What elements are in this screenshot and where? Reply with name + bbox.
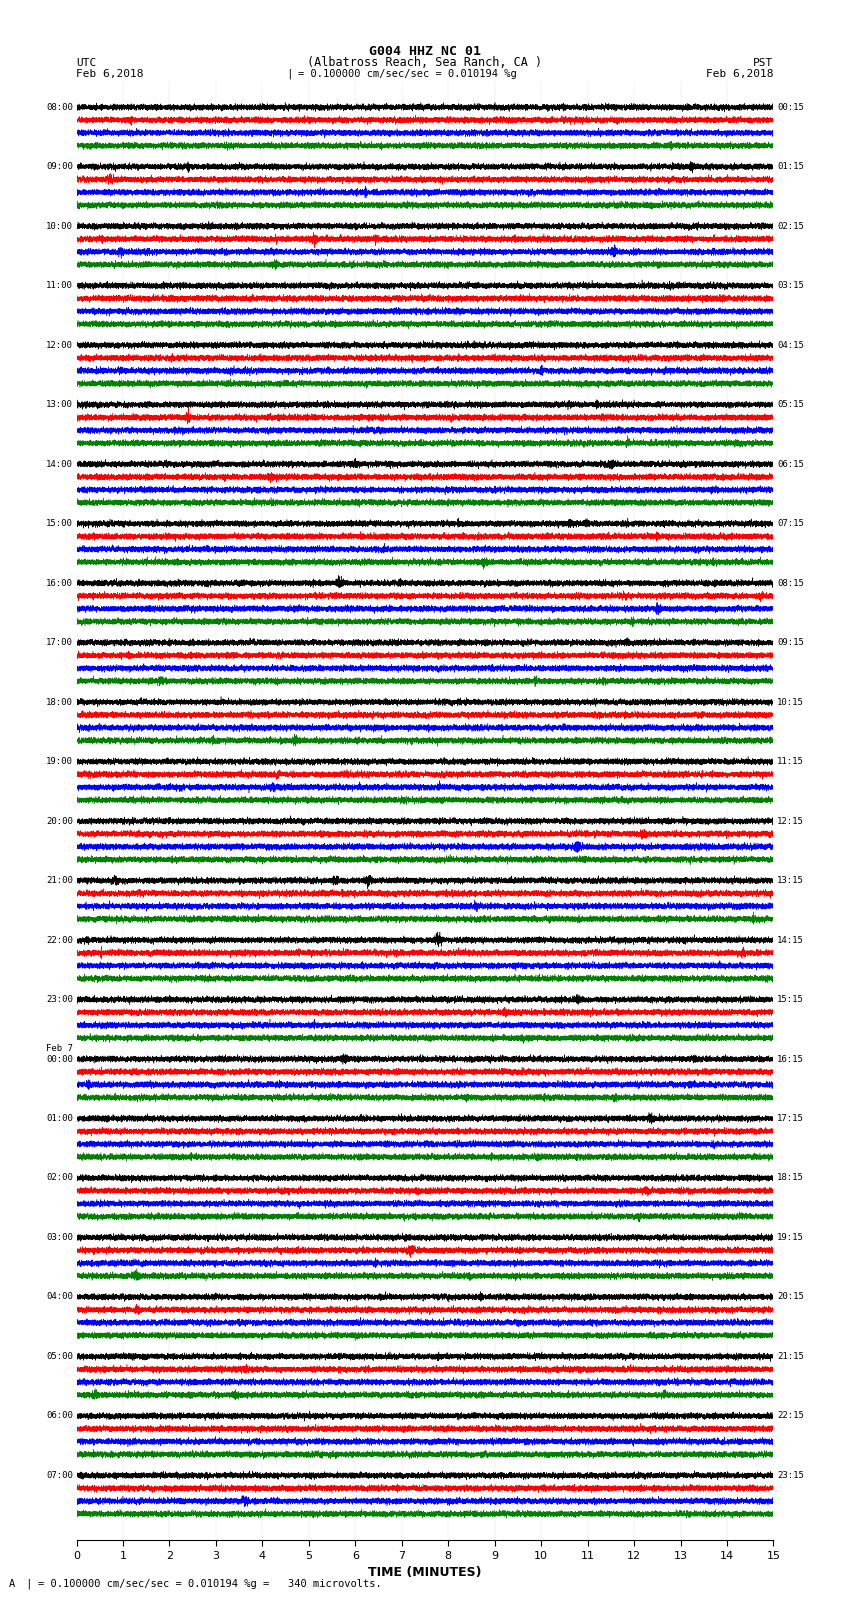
Text: = 0.100000 cm/sec/sec = 0.010194 %g =   340 microvolts.: = 0.100000 cm/sec/sec = 0.010194 %g = 34… [38,1579,382,1589]
Text: 11:00: 11:00 [46,281,73,290]
Text: 02:15: 02:15 [777,221,804,231]
Text: Feb 7: Feb 7 [46,1044,73,1053]
Text: 10:00: 10:00 [46,221,73,231]
Text: 17:15: 17:15 [777,1115,804,1123]
Text: 12:15: 12:15 [777,816,804,826]
Text: 13:00: 13:00 [46,400,73,410]
Text: = 0.100000 cm/sec/sec = 0.010194 %g: = 0.100000 cm/sec/sec = 0.010194 %g [298,69,516,79]
Text: 17:00: 17:00 [46,639,73,647]
Text: 14:00: 14:00 [46,460,73,469]
Text: 21:15: 21:15 [777,1352,804,1361]
Text: 05:00: 05:00 [46,1352,73,1361]
Text: 14:15: 14:15 [777,936,804,945]
Text: 03:15: 03:15 [777,281,804,290]
Text: 07:15: 07:15 [777,519,804,527]
Text: 13:15: 13:15 [777,876,804,886]
Text: 03:00: 03:00 [46,1232,73,1242]
Text: 21:00: 21:00 [46,876,73,886]
Text: 23:00: 23:00 [46,995,73,1003]
Text: 18:15: 18:15 [777,1174,804,1182]
Text: 01:00: 01:00 [46,1115,73,1123]
Text: 19:00: 19:00 [46,756,73,766]
Text: UTC: UTC [76,58,97,68]
Text: 23:15: 23:15 [777,1471,804,1481]
Text: 19:15: 19:15 [777,1232,804,1242]
Text: |: | [26,1579,32,1589]
Text: PST: PST [753,58,774,68]
Text: G004 HHZ NC 01: G004 HHZ NC 01 [369,45,481,58]
Text: 10:15: 10:15 [777,697,804,706]
Text: 16:00: 16:00 [46,579,73,587]
Text: 06:00: 06:00 [46,1411,73,1421]
Text: Feb 6,2018: Feb 6,2018 [76,69,144,79]
Text: 18:00: 18:00 [46,697,73,706]
X-axis label: TIME (MINUTES): TIME (MINUTES) [368,1566,482,1579]
Text: 16:15: 16:15 [777,1055,804,1063]
Text: 00:00: 00:00 [46,1055,73,1063]
Text: |: | [286,69,293,79]
Text: 04:00: 04:00 [46,1292,73,1302]
Text: 08:00: 08:00 [46,103,73,111]
Text: 20:00: 20:00 [46,816,73,826]
Text: 04:15: 04:15 [777,340,804,350]
Text: 20:15: 20:15 [777,1292,804,1302]
Text: 22:15: 22:15 [777,1411,804,1421]
Text: 06:15: 06:15 [777,460,804,469]
Text: 11:15: 11:15 [777,756,804,766]
Text: 07:00: 07:00 [46,1471,73,1481]
Text: 22:00: 22:00 [46,936,73,945]
Text: 02:00: 02:00 [46,1174,73,1182]
Text: 12:00: 12:00 [46,340,73,350]
Text: 09:15: 09:15 [777,639,804,647]
Text: 01:15: 01:15 [777,163,804,171]
Text: 05:15: 05:15 [777,400,804,410]
Text: A: A [8,1579,14,1589]
Text: (Albatross Reach, Sea Ranch, CA ): (Albatross Reach, Sea Ranch, CA ) [308,56,542,69]
Text: Feb 6,2018: Feb 6,2018 [706,69,774,79]
Text: 00:15: 00:15 [777,103,804,111]
Text: 15:00: 15:00 [46,519,73,527]
Text: 08:15: 08:15 [777,579,804,587]
Text: 15:15: 15:15 [777,995,804,1003]
Text: 09:00: 09:00 [46,163,73,171]
